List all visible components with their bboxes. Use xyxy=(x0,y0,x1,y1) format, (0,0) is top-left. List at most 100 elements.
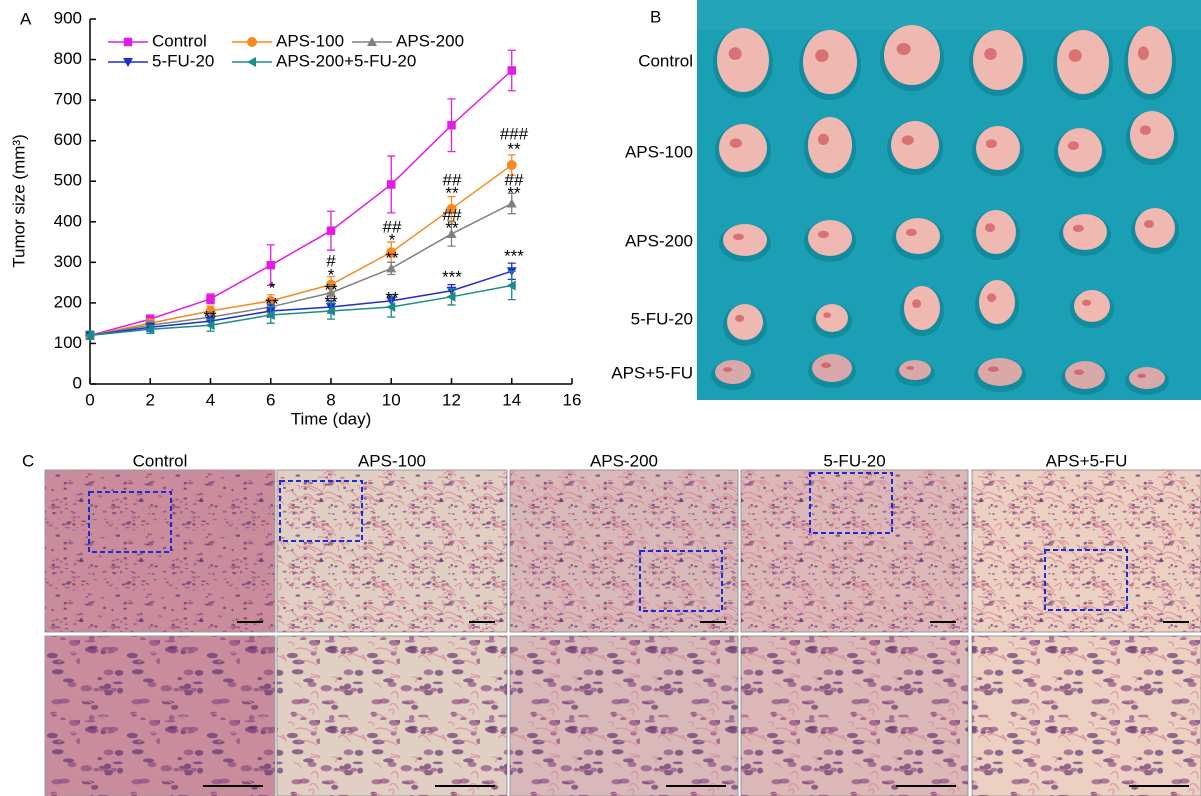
x-tick-label: 6 xyxy=(266,390,275,409)
tumor xyxy=(1135,208,1175,248)
y-tick-label: 400 xyxy=(54,211,82,230)
x-tick-label: 10 xyxy=(382,390,401,409)
significance-mark: ** xyxy=(385,288,399,307)
column-title: Control xyxy=(133,451,188,470)
tumor xyxy=(1130,111,1174,159)
panel-label: B xyxy=(650,7,661,26)
tumor xyxy=(1065,361,1105,389)
histology-texture xyxy=(510,636,738,796)
tumor xyxy=(1129,367,1165,389)
tumor xyxy=(976,126,1020,170)
histology-texture xyxy=(741,636,968,796)
tumor xyxy=(984,48,997,60)
row-label: APS-100 xyxy=(625,142,693,161)
tumor xyxy=(808,220,852,256)
legend-label: APS-200 xyxy=(396,31,464,50)
x-tick-label: 8 xyxy=(326,390,335,409)
y-tick-label: 500 xyxy=(54,171,82,190)
tumor xyxy=(897,43,911,55)
y-tick-label: 300 xyxy=(54,252,82,271)
legend-marker xyxy=(124,38,133,47)
tumor xyxy=(906,366,914,370)
tumor xyxy=(912,299,921,308)
tumor xyxy=(985,223,995,232)
tumor xyxy=(1074,369,1084,375)
tumor xyxy=(1068,141,1079,150)
marker xyxy=(447,121,456,130)
significance-mark: *** xyxy=(504,246,524,265)
tumor xyxy=(1138,46,1149,60)
column-title: APS-200 xyxy=(590,451,658,470)
tumor xyxy=(812,354,852,382)
tumor xyxy=(986,139,997,148)
marker xyxy=(508,66,517,75)
histology-texture xyxy=(45,636,275,796)
tumor xyxy=(973,30,1023,90)
tumor xyxy=(816,304,848,332)
tumor xyxy=(976,210,1016,254)
tumor xyxy=(988,366,999,372)
y-tick-label: 900 xyxy=(54,8,82,27)
row-label: 5-FU-20 xyxy=(631,309,693,328)
tumor xyxy=(815,49,829,62)
marker xyxy=(267,261,276,270)
y-tick-label: 200 xyxy=(54,292,82,311)
y-tick-label: 100 xyxy=(54,333,82,352)
y-tick-label: 0 xyxy=(73,373,82,392)
marker xyxy=(206,295,215,304)
significance-mark: ** xyxy=(203,307,217,326)
row-label: Control xyxy=(638,51,693,70)
histology-texture xyxy=(277,470,507,632)
tumor xyxy=(1128,26,1172,94)
tumor xyxy=(1082,300,1091,306)
tumor xyxy=(719,124,767,172)
series-line xyxy=(90,71,512,336)
panel-label: C xyxy=(22,451,34,470)
significance-mark: ** xyxy=(507,183,521,202)
tumor xyxy=(891,121,939,169)
tumor xyxy=(979,280,1015,324)
legend-marker xyxy=(247,57,256,67)
panel-label: A xyxy=(20,9,32,28)
histology-texture xyxy=(972,636,1201,796)
y-tick-label: 600 xyxy=(54,130,82,149)
tumor xyxy=(818,134,829,145)
tumor xyxy=(1069,49,1082,62)
histology-texture xyxy=(510,470,738,632)
x-tick-label: 0 xyxy=(85,390,94,409)
tumor xyxy=(1058,128,1102,172)
tumor xyxy=(730,138,742,148)
significance-mark: ** xyxy=(507,139,521,158)
tumor xyxy=(896,218,940,254)
x-tick-label: 16 xyxy=(563,390,582,409)
tumor xyxy=(1137,374,1146,378)
x-tick-label: 14 xyxy=(502,390,521,409)
tumor xyxy=(906,229,917,236)
legend-label: APS-100 xyxy=(276,31,344,50)
tumor xyxy=(729,47,742,60)
x-tick-label: 2 xyxy=(146,390,155,409)
column-title: APS+5-FU xyxy=(1046,451,1128,470)
tumor xyxy=(978,358,1022,386)
tumor xyxy=(717,28,769,92)
tumor xyxy=(899,360,931,380)
significance-mark: ** xyxy=(265,294,279,313)
legend-label: 5-FU-20 xyxy=(152,51,214,70)
tumor xyxy=(987,293,996,302)
x-tick-label: 4 xyxy=(206,390,215,409)
significance-mark: ** xyxy=(445,218,459,237)
significance-mark: * xyxy=(389,230,396,249)
column-title: 5-FU-20 xyxy=(823,451,885,470)
y-axis-label: Tumor size (mm³) xyxy=(9,134,28,267)
legend-label: Control xyxy=(152,31,207,50)
tumor xyxy=(884,25,940,85)
tumor xyxy=(723,367,732,372)
y-tick-label: 700 xyxy=(54,90,82,109)
tumor xyxy=(818,231,829,238)
legend-marker xyxy=(247,37,257,47)
tumor xyxy=(727,304,763,340)
y-tick-label: 800 xyxy=(54,49,82,68)
significance-mark: ** xyxy=(445,183,459,202)
tumor xyxy=(808,117,852,173)
tumor xyxy=(1063,214,1107,250)
